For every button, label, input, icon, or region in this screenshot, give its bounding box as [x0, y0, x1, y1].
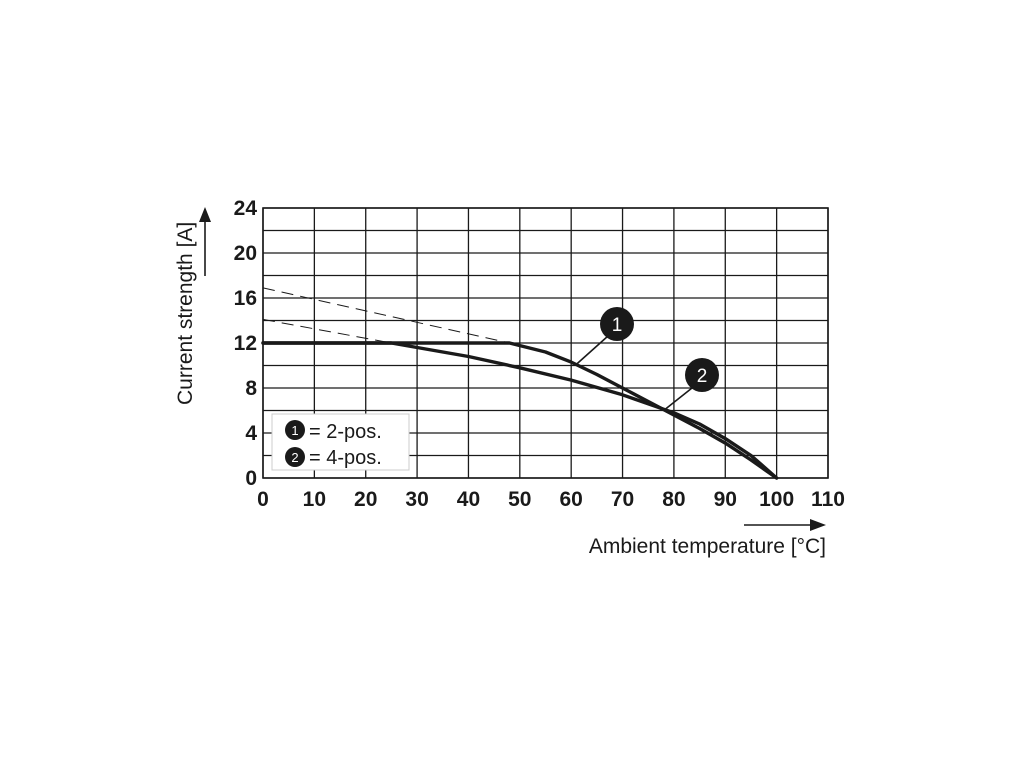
annotation-2-number: 2 — [697, 366, 708, 387]
legend-item-1: 1 = 2-pos. — [285, 420, 382, 443]
y-tick-label: 16 — [234, 287, 257, 310]
legend-badge-1 — [285, 420, 305, 440]
x-tick-label: 80 — [662, 488, 685, 511]
x-axis-title-group: Ambient temperature [°C] — [589, 519, 826, 558]
legend-badge-1-number: 1 — [291, 423, 298, 438]
annotation-2-badge — [685, 358, 719, 392]
grid — [262, 207, 829, 479]
x-tick-label: 50 — [508, 488, 531, 511]
annotation-1-number: 1 — [612, 315, 623, 336]
x-axis-title: Ambient temperature [°C] — [589, 535, 826, 558]
x-axis-arrow-head — [810, 519, 826, 531]
y-tick-label: 12 — [234, 332, 257, 355]
annotation-1-badge — [600, 307, 634, 341]
legend-label-2: = 4-pos. — [309, 447, 382, 469]
annotation-2: 2 — [663, 358, 719, 412]
legend-badge-2-number: 2 — [291, 450, 298, 465]
x-tick-label: 90 — [714, 488, 737, 511]
x-tick-label: 10 — [303, 488, 326, 511]
x-tick-label: 110 — [811, 488, 845, 511]
y-tick-label: 8 — [245, 377, 257, 400]
series-1-line — [261, 341, 779, 480]
y-tick-label: 20 — [234, 242, 257, 265]
legend: 1 = 2-pos. 2 = 4-pos. — [271, 413, 410, 471]
series-lines — [261, 341, 779, 480]
x-tick-label: 100 — [759, 488, 794, 511]
series-2-line — [261, 341, 779, 480]
legend-item-2: 2 = 4-pos. — [285, 447, 382, 469]
legend-label-1: = 2-pos. — [309, 421, 382, 443]
annotation-2-leader — [663, 387, 693, 412]
dashed-extensions — [262, 287, 510, 344]
y-tick-labels: 0 4 8 12 16 20 24 — [234, 197, 258, 490]
series-1-dashed-line — [262, 287, 510, 344]
x-tick-label: 30 — [405, 488, 428, 511]
y-tick-label: 24 — [234, 197, 258, 220]
y-tick-label: 0 — [245, 467, 257, 490]
series-2-dashed-line — [262, 318, 392, 344]
y-axis-title-group: Current strength [A] — [174, 207, 211, 405]
x-tick-label: 70 — [611, 488, 634, 511]
legend-badge-2 — [285, 447, 305, 467]
x-tick-label: 0 — [257, 488, 269, 511]
y-axis-arrow-head — [199, 207, 211, 222]
x-tick-label: 60 — [560, 488, 583, 511]
annotation-1-leader — [575, 335, 609, 365]
y-axis-title: Current strength [A] — [174, 222, 197, 405]
annotation-1: 1 — [575, 307, 634, 365]
x-tick-label: 40 — [457, 488, 480, 511]
y-tick-label: 4 — [245, 422, 257, 445]
x-tick-labels: 0 10 20 30 40 50 60 70 80 90 100 110 — [257, 488, 845, 511]
x-tick-label: 20 — [354, 488, 377, 511]
